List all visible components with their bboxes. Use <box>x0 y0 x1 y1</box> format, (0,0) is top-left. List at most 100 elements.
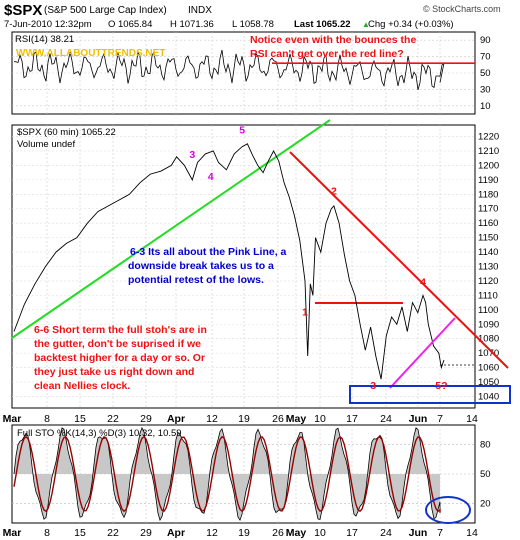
x-tick-label: 29 <box>140 527 152 539</box>
wave-label: 2 <box>331 185 337 197</box>
price-tick-label: 1160 <box>478 218 498 229</box>
annotation-left-line-3: backtest higher for a day or so. Or <box>34 352 205 364</box>
stochastic-legend: Full STO %K(14,3) %D(3) 10.32, 10.59 <box>17 428 182 439</box>
x-tick-label: 24 <box>380 527 392 539</box>
stochastic-tick-label: 80 <box>480 440 491 451</box>
annotation-middle: 6-3 Its all about the Pink Line, a downs… <box>128 246 287 286</box>
price-tick-label: 1100 <box>478 305 498 316</box>
price-tick-label: 1170 <box>478 204 498 215</box>
volume-legend: Volume undef <box>17 139 75 150</box>
price-tick-label: 1060 <box>478 363 499 374</box>
x-tick-label: Mar <box>3 413 22 425</box>
x-tick-label: 14 <box>466 413 478 425</box>
x-tick-label: 26 <box>272 527 284 539</box>
x-tick-label: Mar <box>3 527 22 539</box>
stochastic-k-line <box>13 426 441 522</box>
green-trendline <box>11 119 331 339</box>
rsi-tick-label: 10 <box>480 101 491 112</box>
stochastic-panel: 80 50 20 Full STO %K(14,3) %D(3) 10.32, 10… <box>11 424 491 524</box>
stochastic-tick-label: 20 <box>480 498 491 509</box>
quote-high: H 1071.36 <box>170 19 214 30</box>
annotation-left-line-1: 6-6 Short term the full stoh's are in <box>34 324 207 336</box>
wave-label: 4 <box>420 276 426 288</box>
rsi-line <box>13 49 445 91</box>
price-tick-label: 1050 <box>478 377 499 388</box>
price-tick-label: 1070 <box>478 348 499 359</box>
price-legend: $SPX (60 min) 1065.22 <box>17 127 116 138</box>
x-tick-label: 10 <box>314 527 326 539</box>
rsi-legend: RSI(14) 38.21 <box>15 34 74 45</box>
price-tick-label: 1200 <box>478 160 499 171</box>
ticker-name: (S&P 500 Large Cap Index) <box>44 5 167 16</box>
price-tick-label: 1080 <box>478 334 499 345</box>
price-grid <box>12 125 475 408</box>
annotation-middle-line-1: 6-3 Its all about the Pink Line, a <box>130 246 287 258</box>
x-tick-label: 26 <box>272 413 284 425</box>
x-tick-label: 12 <box>206 527 218 539</box>
annotation-left: 6-6 Short term the full stoh's are in th… <box>34 324 207 392</box>
quote-last: Last 1065.22 <box>294 19 351 30</box>
stochastic-tick-labels: 80 50 20 <box>480 440 491 510</box>
stockcharts-watermark: © StockCharts.com <box>423 4 501 14</box>
price-x-axis: Mar 8 15 22 29 Apr 12 19 26 May 10 17 24 Jun 7 14 <box>3 413 478 425</box>
x-tick-label: 24 <box>380 413 392 425</box>
annotation-middle-line-2: downside break takes us to a <box>128 260 274 272</box>
x-tick-label: Jun <box>409 527 428 539</box>
wave-labels: 1 2 3 4 5? 3 4 5 <box>189 125 447 393</box>
x-tick-label: 12 <box>206 413 218 425</box>
annotation-left-line-5: clean Nellies clock. <box>34 380 130 392</box>
x-tick-label: Apr <box>167 527 185 539</box>
x-tick-label: May <box>286 413 307 425</box>
quote-low: L 1058.78 <box>232 19 274 30</box>
price-tick-label: 1040 <box>478 391 499 402</box>
x-tick-label: 14 <box>466 527 478 539</box>
rsi-tick-label: 90 <box>480 35 491 46</box>
allabouttrends-url: WWW.ALLABOUTTRENDS.NET <box>16 48 165 59</box>
annotation-left-line-2: the gutter, don't be suprised if we <box>34 338 201 350</box>
price-tick-label: 1110 <box>478 290 498 301</box>
stochastic-tick-label: 50 <box>480 469 491 480</box>
price-tick-label: 1190 <box>478 175 498 186</box>
x-tick-label: 22 <box>107 413 119 425</box>
x-tick-label: 19 <box>238 527 250 539</box>
price-tick-label: 1210 <box>478 146 499 157</box>
quote-change: Chg +0.34 (+0.03%) <box>368 19 454 30</box>
x-tick-label: 15 <box>74 413 86 425</box>
price-tick-label: 1150 <box>478 233 498 244</box>
x-tick-label: 8 <box>44 413 50 425</box>
wave-label: 4 <box>208 171 214 183</box>
x-tick-label: Apr <box>167 413 185 425</box>
x-tick-label: 19 <box>238 413 250 425</box>
blue-support-box <box>349 385 511 404</box>
quote-open: O 1065.84 <box>108 19 152 30</box>
red-downtrend-line <box>289 151 509 369</box>
price-tick-label: 1130 <box>478 262 498 273</box>
price-line <box>13 143 445 380</box>
wave-label: 3 <box>189 149 195 161</box>
wave-label: 3 <box>370 380 376 392</box>
x-tick-label: Jun <box>409 413 428 425</box>
price-tick-label: 1120 <box>478 276 498 287</box>
stochastic-d-line <box>13 435 441 513</box>
annotation-left-line-4: they just take us right down and <box>34 366 194 378</box>
rsi-tick-label: 50 <box>480 68 491 79</box>
price-tick-label: 1180 <box>478 189 498 200</box>
price-tick-labels: 1040 1050 1060 1070 1080 1090 1100 1110 1120 1130… <box>478 132 499 403</box>
rsi-tick-label: 30 <box>480 84 491 95</box>
rsi-annotation-line-1: Notice even with the bounces the <box>250 34 416 46</box>
price-tick-label: 1140 <box>478 247 498 258</box>
rsi-annotation-line-2: RSI can't get over the red line? <box>250 48 404 60</box>
price-panel: 1040 1050 1060 1070 1080 1090 1100 1110 1120 1130… <box>11 119 511 409</box>
pink-uptrend-line <box>389 317 456 389</box>
oversold-circle <box>425 496 471 524</box>
ticker-exchange: INDX <box>188 5 212 16</box>
ticker-symbol: $SPX <box>4 2 42 19</box>
rsi-grid <box>12 32 475 114</box>
quote-datetime: 7-Jun-2010 12:32pm <box>4 19 92 30</box>
rsi-tick-labels: 90 70 50 30 10 <box>480 35 491 112</box>
wave-label: 1 <box>302 307 308 319</box>
annotation-middle-line-3: potential retest of the lows. <box>128 274 264 286</box>
x-tick-label: 17 <box>346 527 358 539</box>
x-tick-label: 22 <box>107 527 119 539</box>
